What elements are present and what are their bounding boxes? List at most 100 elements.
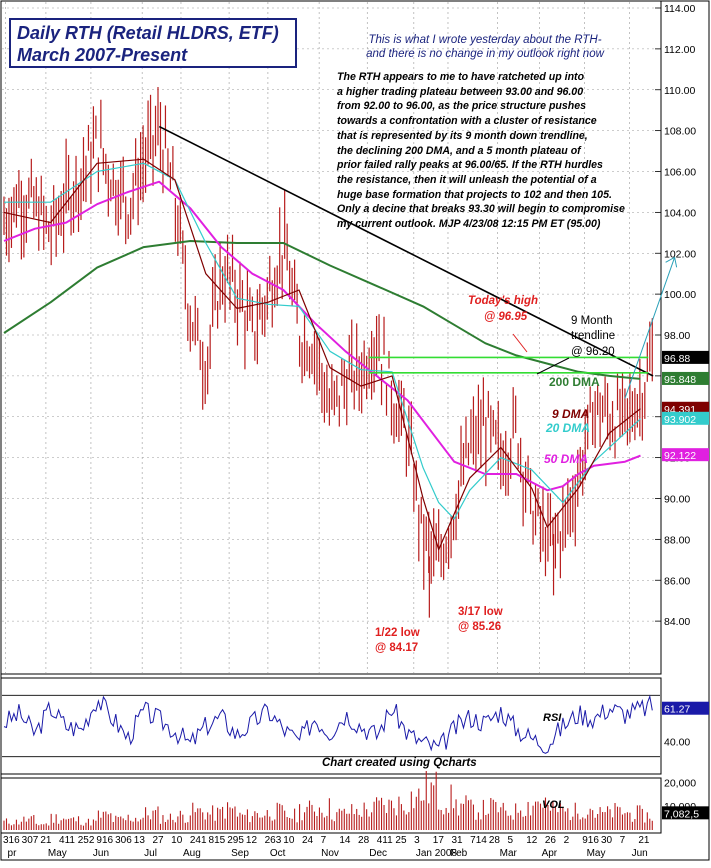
value-tag-label: 93.902	[664, 414, 696, 426]
x-tick-label: 916	[96, 835, 113, 846]
x-tick-label: 10	[171, 835, 183, 846]
trendline-label-3: @ 96.20	[571, 346, 615, 358]
trendline-label-1: 9 Month	[571, 315, 613, 327]
value-tag	[662, 411, 709, 425]
note-line-1: This is what I wrote yesterday about the…	[368, 34, 602, 46]
x-tick-label: 2	[564, 835, 570, 846]
x-tick-label: 252	[78, 835, 95, 846]
month-label: pr	[8, 848, 18, 859]
value-tag-label: 95.848	[664, 374, 696, 386]
x-axis: 316 307 21 411 252 916 306 13 27 10 241 815 295 12 263…	[3, 835, 650, 859]
x-tick-label: 7	[620, 835, 626, 846]
chart-title-box: Daily RTH (Retail HLDRS, ETF) March 2007…	[9, 18, 297, 68]
x-tick-label: 295	[227, 835, 244, 846]
month-label: Oct	[270, 848, 286, 859]
value-tag	[662, 350, 709, 364]
low-jan-value: @ 84.17	[375, 642, 418, 654]
dma20-line	[4, 162, 641, 520]
month-label: Sep	[231, 848, 249, 859]
x-tick-label: 3	[414, 835, 420, 846]
x-tick-label: 316	[3, 835, 20, 846]
month-label: Nov	[321, 848, 339, 859]
trendline-pointer	[536, 357, 570, 375]
x-tick-label: 10	[283, 835, 295, 846]
price-tick-label: 90.00	[664, 494, 690, 506]
annotations: Today's high @ 96.95 9 Month trendline @ 96.…	[375, 295, 615, 654]
low-mar-value: @ 85.26	[458, 621, 501, 633]
month-label: May	[48, 848, 67, 859]
value-tag	[662, 401, 709, 415]
x-tick-label: 714	[470, 835, 487, 846]
x-tick-label: 13	[134, 835, 146, 846]
rsi-value-tag	[662, 701, 709, 715]
trendline	[158, 125, 654, 377]
todays-high-value: @ 96.95	[484, 311, 528, 323]
rsi-label: RSI	[543, 712, 562, 724]
month-label: Apr	[542, 848, 558, 859]
x-tick-label: 26	[545, 835, 557, 846]
dma200-label: 200 DMA	[549, 375, 600, 389]
x-tick-label: 31	[451, 835, 463, 846]
month-label: Mar	[500, 848, 518, 859]
todays-high-pointer	[512, 333, 528, 353]
todays-high-label: Today's high	[468, 295, 538, 307]
rsi-panel: RSI 40.00 61.27 Chart created using Qcharts	[2, 694, 709, 769]
price-tick-label: 102.00	[664, 248, 696, 260]
x-tick-label: 411	[59, 835, 75, 846]
rsi-value-label: 61.27	[664, 704, 690, 716]
price-tick-label: 112.00	[664, 44, 695, 56]
dma50-line	[3, 180, 641, 492]
low-mar-label: 3/17 low	[458, 606, 503, 618]
price-tick-label: 86.00	[664, 575, 690, 587]
price-tick-label: 88.00	[664, 534, 690, 546]
month-label: Jun	[632, 848, 648, 859]
x-tick-label: 307	[22, 835, 39, 846]
price-tick-label: 108.00	[664, 126, 696, 138]
x-tick-label: 28	[358, 835, 370, 846]
x-tick-label: 28	[489, 835, 501, 846]
rsi-line	[3, 694, 653, 754]
x-tick-label: 30	[601, 835, 613, 846]
month-label: Jan 2008	[416, 848, 458, 859]
x-tick-label: 5	[508, 835, 514, 846]
x-tick-label: 7	[321, 835, 327, 846]
x-tick-label: 14	[339, 835, 351, 846]
month-label: May	[587, 848, 606, 859]
projection-arrow-head	[665, 256, 678, 268]
x-tick-label: 916	[582, 835, 599, 846]
price-tick-label: 84.00	[664, 616, 690, 628]
dma200-line	[3, 240, 641, 380]
month-label: Aug	[183, 848, 201, 859]
x-tick-label: 263	[265, 835, 282, 846]
price-tick-label: 104.00	[664, 207, 696, 219]
month-label: Jun	[93, 848, 109, 859]
vol-tick-label: 20,000	[664, 777, 696, 789]
price-grid	[2, 2, 660, 673]
value-tag	[662, 448, 709, 462]
dma50-label: 50 DMA	[544, 452, 588, 466]
x-tick-label: 12	[526, 835, 538, 846]
credit-label: Chart created using Qcharts	[322, 757, 477, 769]
x-tick-label: 306	[115, 835, 132, 846]
price-bars	[3, 87, 653, 618]
vol-value-tag	[662, 806, 709, 820]
price-tick-label: 106.00	[664, 167, 696, 179]
vol-value-label: 7,082,5	[664, 808, 699, 820]
price-tick-label: 110.00	[664, 85, 695, 97]
overlay-lines	[158, 125, 678, 399]
value-tag	[662, 371, 709, 385]
rsi-panel-frame	[0, 677, 662, 775]
x-tick-label: 27	[152, 835, 164, 846]
x-tick-label: 815	[209, 835, 226, 846]
x-tick-label: 241	[190, 835, 207, 846]
trendline-label-2: trendline	[571, 330, 615, 342]
projection-arrow	[624, 257, 676, 399]
dma9-line	[3, 158, 641, 551]
month-label: Dec	[369, 848, 387, 859]
chart-title: Daily RTH (Retail HLDRS, ETF)	[17, 23, 279, 43]
analysis-text: The RTH appears to me to have ratcheted …	[337, 71, 625, 231]
